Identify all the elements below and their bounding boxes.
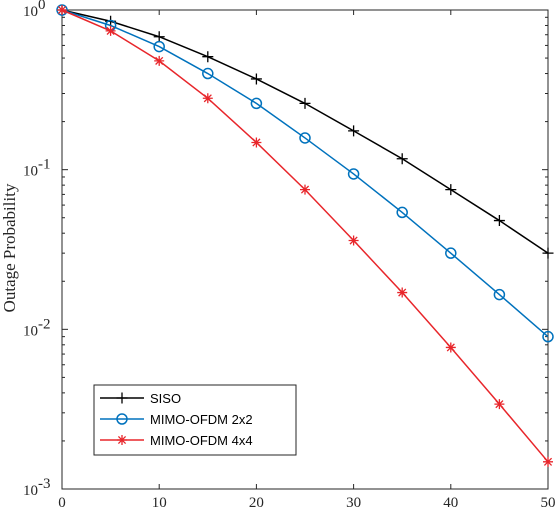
series-0-point <box>348 125 360 137</box>
series-0-point <box>396 153 408 165</box>
y-tick-exponent: -1 <box>38 157 51 173</box>
series-1-point <box>202 67 214 80</box>
series-1-point <box>153 40 165 53</box>
y-tick-exponent: -2 <box>38 316 51 332</box>
y-axis-label: Outage Probability <box>0 183 19 312</box>
series-2-point <box>397 287 408 298</box>
series-2-point <box>57 5 67 15</box>
series-2-point <box>348 235 359 246</box>
series-2-point <box>445 342 456 353</box>
y-tick-label: 10 <box>23 164 38 180</box>
series-2-point <box>154 55 165 66</box>
y-tick-exponent: 0 <box>38 0 46 13</box>
legend-item: SISO <box>100 391 181 406</box>
series-2-point <box>105 25 116 36</box>
series-1 <box>56 4 554 343</box>
x-tick-label: 0 <box>58 495 66 509</box>
legend-swatch-marker <box>116 413 128 425</box>
x-tick-label: 30 <box>346 495 361 509</box>
series-2-point <box>251 137 262 148</box>
series-1-point <box>445 247 457 259</box>
series-0-point <box>445 184 457 196</box>
legend-label: MIMO-OFDM 2x2 <box>150 412 253 427</box>
series-2-point <box>494 399 505 410</box>
series-0-point <box>493 215 505 227</box>
series-1-point <box>299 132 311 144</box>
legend-swatch-marker <box>116 392 128 404</box>
series-0 <box>56 4 554 259</box>
legend-swatch-marker <box>117 435 127 445</box>
series-2 <box>57 5 553 467</box>
series-1-line <box>61 9 549 338</box>
series-0-point <box>299 97 311 109</box>
series-0-point <box>542 247 554 259</box>
legend: SISO MIMO-OFDM 2x2 MIMO-OFDM 4x4 <box>93 384 297 456</box>
y-tick-exponent: -3 <box>38 476 51 492</box>
legend-label: SISO <box>150 391 181 406</box>
legend-item: MIMO-OFDM 2x2 <box>100 412 253 427</box>
series-1-point <box>542 330 554 343</box>
series-2-point <box>202 93 213 104</box>
legend-box <box>93 384 297 456</box>
x-tick-label: 50 <box>541 495 556 509</box>
series-2-point <box>300 184 310 195</box>
x-tick-label: 20 <box>249 495 264 509</box>
y-tick-label: 10 <box>23 4 38 20</box>
y-tick-label: 10 <box>23 483 38 499</box>
series-1-point <box>250 97 263 110</box>
series-layer <box>56 4 554 467</box>
x-tick-label: 10 <box>152 495 167 509</box>
series-1-point <box>493 288 506 301</box>
series-1-point <box>396 206 408 219</box>
series-0-point <box>202 51 214 63</box>
x-tick-label: 40 <box>443 495 458 509</box>
series-1-point <box>347 168 360 180</box>
y-tick-label: 10 <box>23 323 38 339</box>
series-2-point <box>543 456 553 467</box>
legend-label: MIMO-OFDM 4x4 <box>150 433 253 448</box>
series-0-point <box>153 31 165 43</box>
legend-item: MIMO-OFDM 4x4 <box>100 433 253 448</box>
series-0-point <box>250 73 262 85</box>
